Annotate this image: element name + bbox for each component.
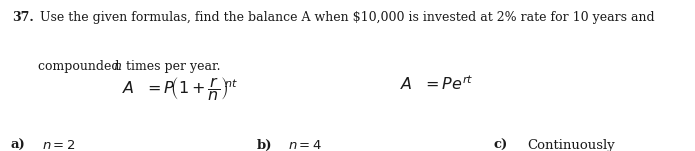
Text: $n=2$: $n=2$	[42, 139, 76, 151]
Text: b): b)	[257, 139, 272, 151]
Text: a): a)	[10, 139, 25, 151]
Text: times per year.: times per year.	[122, 60, 221, 73]
Text: $A\ \ =Pe^{rt}$: $A\ \ =Pe^{rt}$	[400, 76, 473, 94]
Text: compounded: compounded	[38, 60, 124, 73]
Text: Continuously: Continuously	[527, 139, 614, 151]
Text: c): c)	[493, 139, 508, 151]
Text: $A\ \ =P\!\left(1+\dfrac{r}{n}\right)^{\!\!nt}$: $A\ \ =P\!\left(1+\dfrac{r}{n}\right)^{\…	[122, 76, 238, 103]
Text: n: n	[113, 60, 122, 73]
Text: $n=4$: $n=4$	[288, 139, 322, 151]
Text: 37.: 37.	[13, 11, 34, 24]
Text: Use the given formulas, find the balance A when $10,000 is invested at 2% rate f: Use the given formulas, find the balance…	[40, 11, 654, 24]
